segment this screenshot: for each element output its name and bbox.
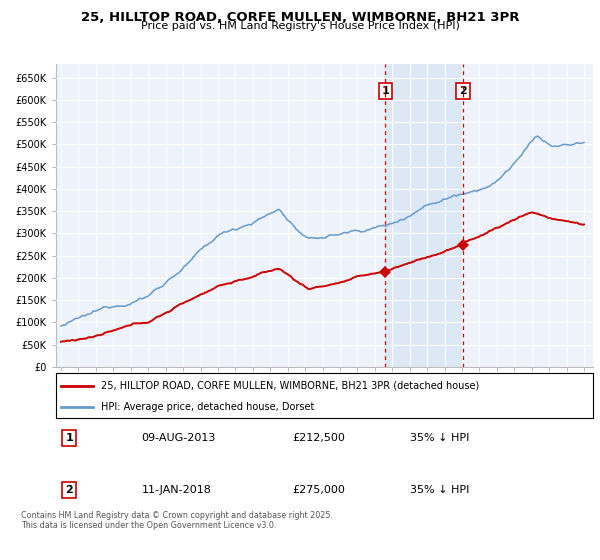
Text: 25, HILLTOP ROAD, CORFE MULLEN, WIMBORNE, BH21 3PR (detached house): 25, HILLTOP ROAD, CORFE MULLEN, WIMBORNE… [101,381,479,391]
Text: 2: 2 [65,485,73,495]
Bar [385,64,463,367]
Text: 11-JAN-2018: 11-JAN-2018 [142,485,212,495]
Text: 1: 1 [65,433,73,444]
Text: 09-AUG-2013: 09-AUG-2013 [142,433,216,444]
Text: 1: 1 [382,86,389,96]
Text: 35% ↓ HPI: 35% ↓ HPI [410,485,470,495]
Text: Contains HM Land Registry data © Crown copyright and database right 2025.
This d: Contains HM Land Registry data © Crown c… [21,511,333,530]
Text: £275,000: £275,000 [292,485,345,495]
Text: Price paid vs. HM Land Registry's House Price Index (HPI): Price paid vs. HM Land Registry's House … [140,21,460,31]
Text: 35% ↓ HPI: 35% ↓ HPI [410,433,470,444]
Text: £212,500: £212,500 [292,433,345,444]
Text: HPI: Average price, detached house, Dorset: HPI: Average price, detached house, Dors… [101,402,315,412]
Text: 2: 2 [459,86,467,96]
Text: 25, HILLTOP ROAD, CORFE MULLEN, WIMBORNE, BH21 3PR: 25, HILLTOP ROAD, CORFE MULLEN, WIMBORNE… [81,11,519,24]
